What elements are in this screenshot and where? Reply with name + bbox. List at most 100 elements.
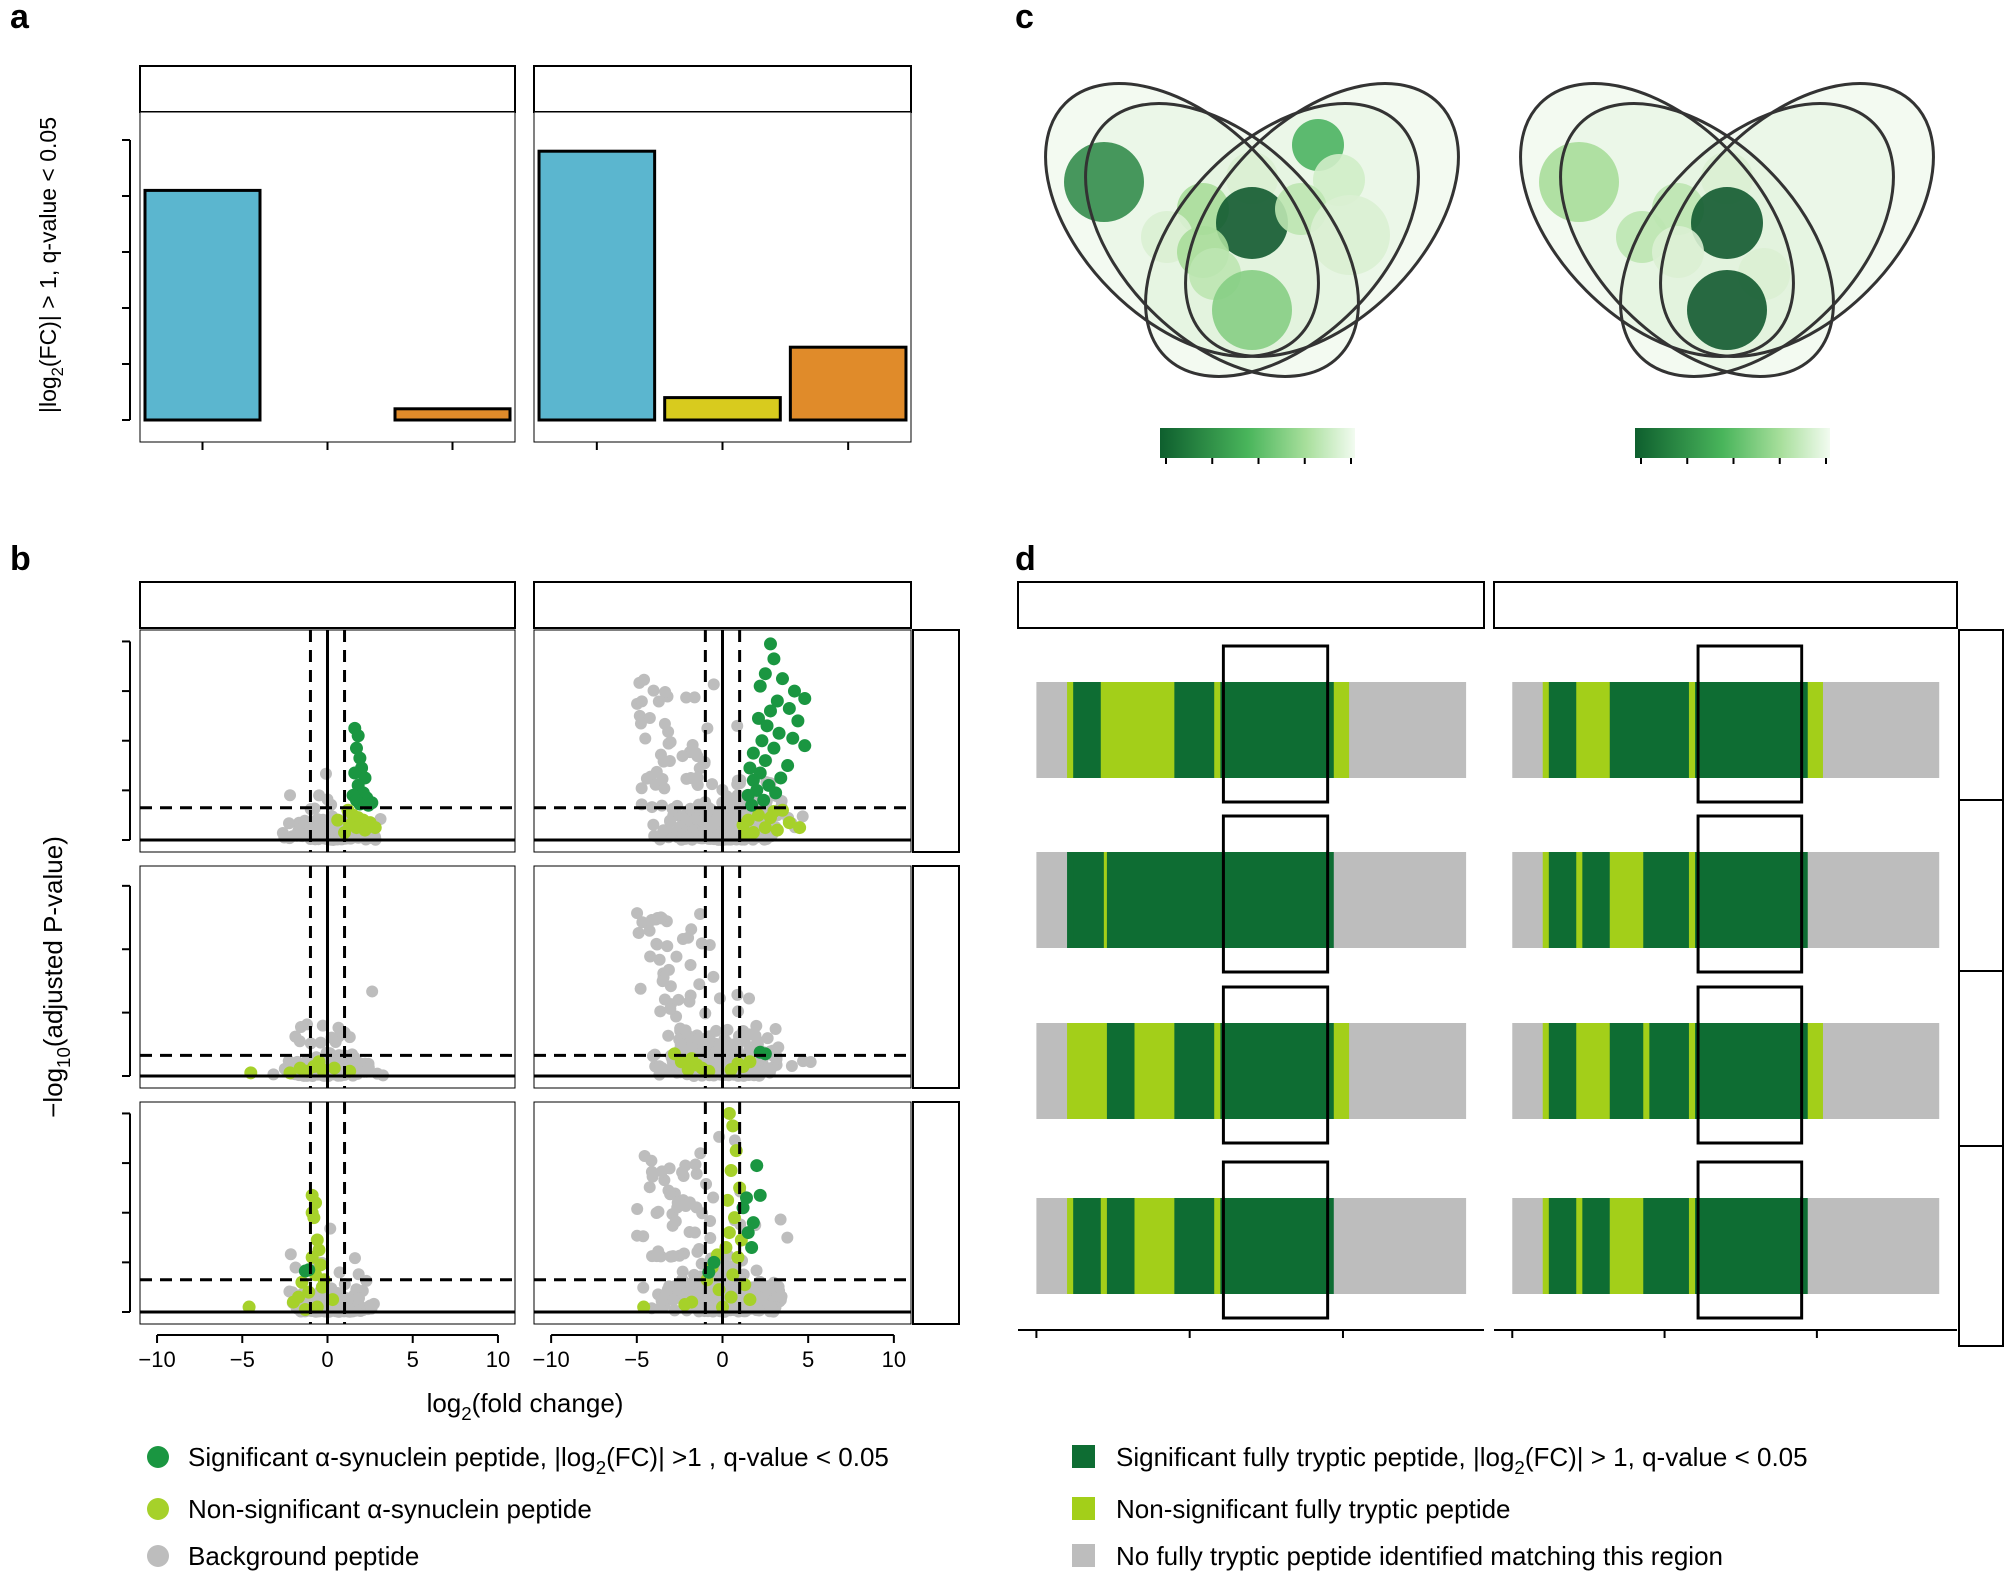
facet-strip — [1958, 1145, 2004, 1347]
background-point — [774, 1213, 787, 1226]
sequence-segment — [1067, 682, 1074, 778]
background-point — [645, 801, 658, 814]
nac-box — [1221, 985, 1330, 1145]
background-point — [643, 712, 656, 725]
background-point — [658, 782, 671, 795]
background-point — [750, 1264, 763, 1277]
legend-marker — [1072, 1497, 1095, 1520]
legend-text: Non-significant α-synuclein peptide — [188, 1494, 592, 1524]
background-point — [676, 1166, 689, 1179]
sequence-segment — [1214, 682, 1221, 778]
sequence-segment — [1822, 1023, 1940, 1119]
background-point — [635, 695, 648, 708]
nonsignificant-point — [310, 1233, 324, 1247]
background-point — [333, 1266, 346, 1279]
background-point — [656, 975, 669, 988]
background-point — [690, 1201, 703, 1214]
sequence-segment — [1576, 852, 1583, 948]
sequence-segment — [1174, 1023, 1215, 1119]
background-point — [289, 1261, 302, 1274]
nonsignificant-point — [305, 1250, 319, 1264]
background-point — [352, 1268, 365, 1281]
significant-point — [758, 754, 772, 768]
background-point — [352, 1292, 365, 1305]
background-point — [659, 685, 672, 698]
venn-region-shade — [1212, 270, 1292, 350]
sequence-segment — [1822, 682, 1940, 778]
background-point — [664, 1188, 677, 1201]
background-point — [679, 1024, 692, 1037]
panel-a-bar-chart: |log2(FC)| > 1, q-value < 0.05 — [35, 65, 912, 450]
nac-box — [1221, 814, 1330, 974]
background-point — [662, 963, 675, 976]
venn-region-shade — [1313, 154, 1365, 206]
significant-point — [750, 1159, 764, 1173]
background-point — [634, 982, 647, 995]
sequence-segment — [1036, 682, 1068, 778]
significant-point — [758, 667, 772, 681]
x-tick-label: −5 — [624, 1347, 649, 1372]
background-point — [661, 940, 674, 953]
background-point — [671, 1196, 684, 1209]
significant-point — [361, 798, 375, 812]
sequence-segment — [1688, 1198, 1696, 1294]
sequence-segment — [1542, 852, 1550, 948]
background-point — [632, 927, 645, 940]
background-point — [704, 1231, 717, 1244]
sequence-segment — [1548, 852, 1577, 948]
background-point — [761, 1032, 774, 1045]
legend-colorbar — [1635, 428, 1830, 458]
x-tick-label: 5 — [802, 1347, 814, 1372]
significant-point — [775, 672, 789, 686]
nonsignificant-point — [743, 1055, 757, 1069]
nac-box — [1696, 1160, 1804, 1320]
facet-strip — [1958, 799, 2004, 1001]
significant-point — [348, 766, 362, 780]
significant-point — [757, 793, 771, 807]
sequence-segment — [1220, 1023, 1335, 1119]
background-point — [704, 1214, 717, 1227]
nonsignificant-point — [731, 1250, 745, 1264]
background-point — [332, 1021, 345, 1034]
venn-region-shade — [1652, 226, 1704, 278]
sequence-segment — [1512, 682, 1544, 778]
sequence-segment — [1688, 1023, 1696, 1119]
nonsignificant-point — [758, 821, 772, 835]
nonsignificant-point — [302, 1285, 316, 1299]
background-point — [664, 1250, 677, 1263]
background-point — [743, 992, 756, 1005]
significant-point — [302, 1263, 316, 1277]
bar — [663, 396, 782, 422]
background-point — [284, 789, 297, 802]
legend-marker — [147, 1498, 169, 1520]
background-point — [693, 1242, 706, 1255]
bar — [143, 188, 262, 422]
legend-text: Background peptide — [188, 1541, 419, 1571]
x-axis-label: log2(fold change) — [427, 1388, 624, 1424]
background-point — [637, 1281, 650, 1294]
sequence-segment — [1807, 682, 1824, 778]
sequence-segment — [1073, 852, 1105, 948]
venn-set-outline — [1619, 102, 1895, 378]
background-point — [314, 1036, 327, 1049]
significant-point — [745, 1240, 759, 1254]
background-point — [710, 832, 723, 845]
background-point — [701, 722, 714, 735]
venn-region-shade — [1687, 270, 1767, 350]
nac-box — [1696, 814, 1804, 974]
sequence-segment — [1100, 682, 1175, 778]
legend-marker — [147, 1545, 169, 1567]
nac-box — [1696, 985, 1804, 1145]
sequence-segment — [1036, 852, 1068, 948]
venn-set-outline — [1659, 82, 1935, 358]
panel-b-volcano-plots: −10 −5 0 5 10 −10 −5 0 5 10 log2(fold change) −log1… — [38, 581, 960, 1424]
background-point — [690, 1167, 703, 1180]
significant-point — [746, 746, 760, 760]
significant-point — [787, 684, 801, 698]
background-point — [667, 1294, 680, 1307]
background-point — [631, 907, 644, 920]
background-point — [781, 1231, 794, 1244]
x-tick-label: −10 — [532, 1347, 569, 1372]
background-point — [688, 691, 701, 704]
